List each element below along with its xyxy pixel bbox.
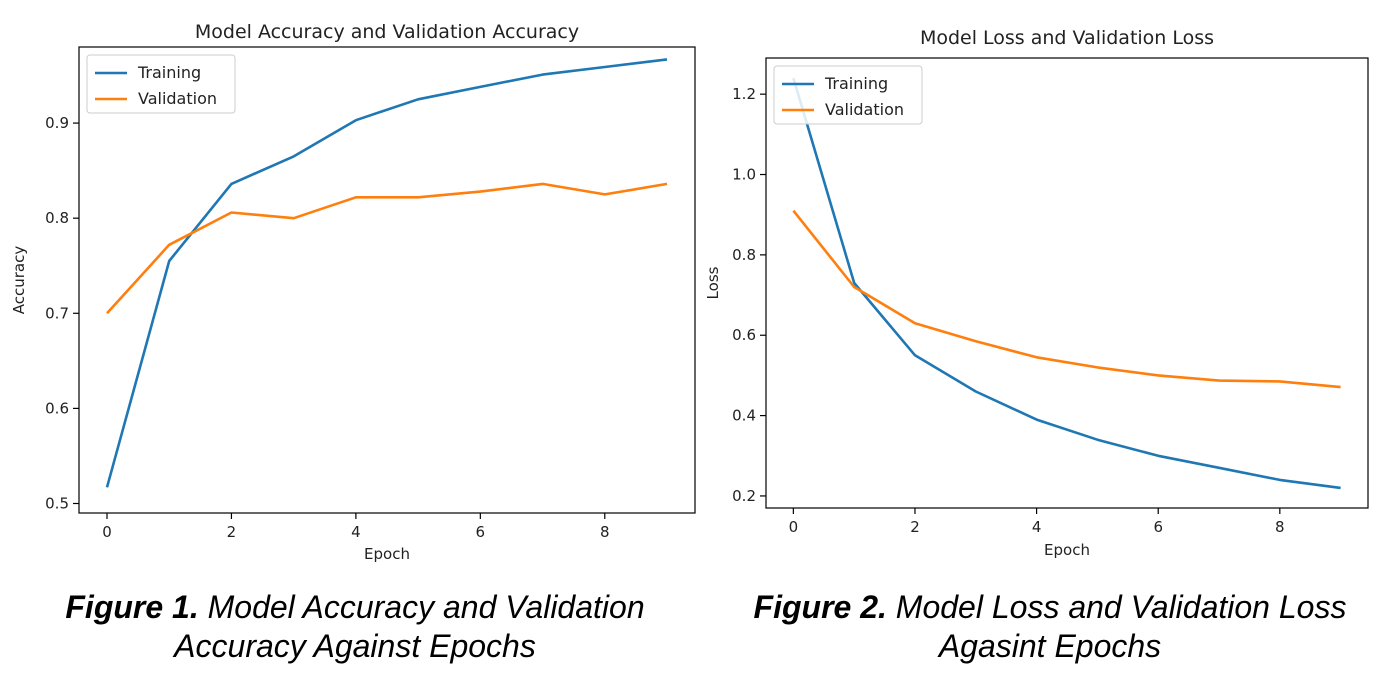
y-tick-label: 0.5 (45, 494, 69, 512)
chart-1: Model Accuracy and Validation Accuracy 0 2… (10, 21, 696, 563)
plot-frame (765, 57, 1369, 509)
y-tick-label: 0.8 (732, 246, 756, 264)
figure-2-caption: Figure 2. Model Loss and Validation Loss… (700, 588, 1397, 666)
x-tick-label: 8 (600, 523, 610, 541)
chart-title: Model Accuracy and Validation Accuracy (195, 21, 579, 43)
figure-2-caption-text: Model Loss and Validation Loss Agasint E… (886, 589, 1347, 664)
y-tick-label: 0.7 (45, 304, 69, 322)
legend: Training Validation (86, 54, 236, 114)
x-axis-label: Epoch (1044, 541, 1090, 559)
y-tick-label: 0.9 (45, 114, 69, 132)
figure-canvas: Model Accuracy and Validation Accuracy 0 2… (10, 21, 1369, 563)
legend-label-validation: Validation (825, 100, 904, 119)
x-tick-label: 4 (1032, 518, 1042, 536)
y-tick-label: 0.4 (732, 407, 756, 425)
series-line-training (792, 77, 1341, 490)
y-tick-label: 0.6 (45, 399, 69, 417)
chart-2: Model Loss and Validation Loss 0 2 4 6 8 0.2 0.… (704, 27, 1369, 559)
y-tick-label: 1.2 (732, 85, 756, 103)
y-axis-label: Loss (704, 266, 722, 299)
x-tick-label: 6 (1153, 518, 1163, 536)
x-tick-label: 8 (1275, 518, 1285, 536)
figure-1-label: Figure 1. (65, 589, 199, 625)
x-tick-label: 2 (227, 523, 237, 541)
x-tick-label: 0 (789, 518, 799, 536)
figure-2-label: Figure 2. (753, 589, 887, 625)
figure-1-caption: Figure 1. Model Accuracy and Validation … (10, 588, 700, 666)
legend: Training Validation (773, 65, 923, 125)
series-line-validation (792, 209, 1341, 389)
y-axis-label: Accuracy (10, 246, 28, 315)
chart-title: Model Loss and Validation Loss (920, 27, 1214, 49)
legend-label-training: Training (824, 74, 888, 93)
x-tick-label: 6 (476, 523, 486, 541)
legend-label-training: Training (137, 63, 201, 82)
y-tick-label: 1.0 (732, 166, 756, 184)
x-tick-label: 4 (351, 523, 361, 541)
y-tick-label: 0.2 (732, 487, 756, 505)
figure-1-caption-text: Model Accuracy and Validation Accuracy A… (174, 589, 645, 664)
x-tick-label: 2 (910, 518, 920, 536)
y-tick-label: 0.6 (732, 326, 756, 344)
y-tick-label: 0.8 (45, 209, 69, 227)
series-line-validation (106, 182, 668, 315)
plot-frame (78, 46, 696, 514)
x-tick-label: 0 (102, 523, 112, 541)
legend-label-validation: Validation (138, 89, 217, 108)
series-line-training (105, 58, 668, 488)
x-axis-label: Epoch (364, 545, 410, 563)
